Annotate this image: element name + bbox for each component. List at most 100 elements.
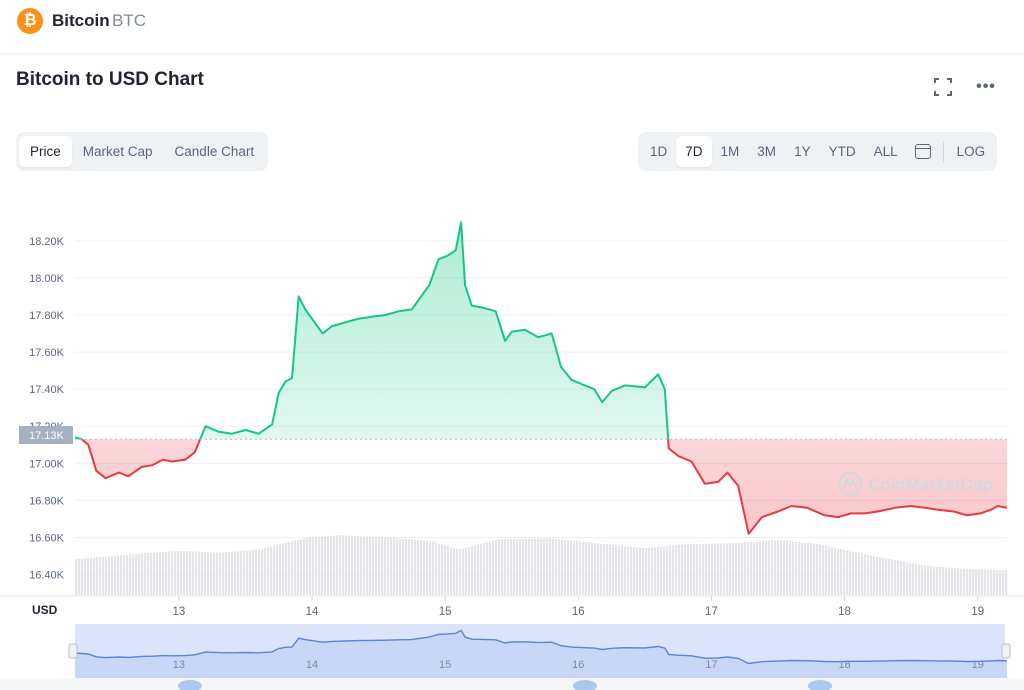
volume-bar	[840, 549, 843, 595]
range-7d[interactable]: 7D	[676, 136, 712, 167]
more-icon[interactable]: •••	[976, 78, 996, 95]
range-1d[interactable]: 1D	[650, 144, 668, 159]
volume-bar	[693, 544, 696, 595]
volume-bar	[549, 538, 552, 595]
volume-bar	[891, 559, 894, 595]
volume-bar	[126, 554, 129, 595]
volume-bar	[438, 543, 441, 595]
volume-bar	[207, 552, 210, 595]
range-navigator[interactable]: 13 14 15 16 17 18 19	[0, 622, 1024, 690]
tab-market-cap[interactable]: Market Cap	[82, 144, 153, 159]
volume-bar	[537, 538, 540, 595]
volume-bar	[786, 540, 789, 595]
volume-bar	[390, 537, 393, 595]
coin-name[interactable]: Bitcoin	[52, 11, 110, 30]
navigator-left-handle[interactable]	[68, 643, 78, 659]
range-divider	[942, 140, 944, 163]
volume-bar	[108, 556, 111, 595]
range-ytd[interactable]: YTD	[828, 144, 856, 159]
volume-bar	[774, 540, 777, 595]
volume-bar	[879, 557, 882, 595]
volume-bar	[345, 535, 348, 595]
volume-bar	[876, 556, 879, 595]
tab-candle-chart[interactable]: Candle Chart	[174, 144, 255, 159]
volume-bar	[198, 551, 201, 595]
volume-bar	[858, 553, 861, 595]
price-area	[75, 222, 1007, 534]
volume-bar	[408, 539, 411, 595]
nav-dot-3	[808, 680, 832, 690]
volume-bar	[186, 551, 189, 595]
volume-bar	[162, 552, 165, 595]
range-1m[interactable]: 1M	[720, 144, 740, 159]
volume-bar	[429, 541, 432, 595]
volume-bar	[165, 551, 168, 595]
volume-bar	[675, 545, 678, 595]
volume-bar	[600, 543, 603, 595]
volume-bar	[132, 554, 135, 595]
volume-bar	[459, 549, 462, 595]
y-tick-label: 16.40K	[29, 570, 65, 582]
volume-bar	[435, 542, 438, 595]
volume-bar	[357, 536, 360, 595]
volume-bar	[84, 558, 87, 595]
volume-bar	[501, 539, 504, 595]
price-chart[interactable]: CoinMarketCap 16.40K 16.60K 16.80K 17.00K 17…	[0, 190, 1024, 620]
range-3m[interactable]: 3M	[757, 144, 777, 159]
volume-bar	[816, 544, 819, 595]
volume-bar	[417, 540, 420, 595]
volume-bar	[735, 543, 738, 595]
volume-bar	[141, 553, 144, 595]
volume-bar	[273, 545, 276, 595]
volume-bar	[444, 545, 447, 595]
tab-price[interactable]: Price	[19, 136, 72, 167]
volume-bar	[414, 539, 417, 595]
volume-bar	[864, 554, 867, 595]
range-1y[interactable]: 1Y	[794, 144, 811, 159]
volume-bar	[234, 551, 237, 595]
volume-bar	[825, 545, 828, 595]
navigator-right-handle[interactable]	[1001, 643, 1011, 659]
volume-bar	[687, 544, 690, 595]
volume-bar	[933, 566, 936, 595]
volume-bar	[765, 540, 768, 595]
volume-bar	[780, 539, 783, 595]
volume-bar	[348, 535, 351, 595]
range-all[interactable]: ALL	[873, 144, 898, 159]
volume-bar	[870, 555, 873, 595]
calendar-icon[interactable]	[914, 144, 931, 159]
log-scale-toggle[interactable]: LOG	[956, 144, 986, 159]
volume-bar	[504, 539, 507, 595]
volume-bar	[393, 537, 396, 595]
volume-bar	[426, 541, 429, 595]
time-range-selector: 1D 7D 1M 3M 1Y YTD ALL LOG	[638, 132, 998, 171]
price-area-up	[75, 222, 1007, 440]
volume-bar	[570, 540, 573, 595]
volume-bar	[561, 539, 564, 595]
volume-bar	[384, 537, 387, 595]
volume-bar	[792, 541, 795, 595]
volume-bar	[183, 551, 186, 595]
y-tick-label: 17.60K	[29, 347, 65, 359]
volume-bar	[453, 547, 456, 595]
volume-bar	[237, 551, 240, 595]
navigator-tick-label: 16	[572, 659, 584, 671]
volume-bar	[321, 536, 324, 595]
volume-bar	[912, 563, 915, 595]
volume-bar	[138, 553, 141, 595]
chart-title: Bitcoin to USD Chart	[16, 69, 204, 90]
volume-bar	[123, 554, 126, 595]
volume-bar	[564, 539, 567, 595]
volume-bar	[696, 544, 699, 595]
volume-bar	[450, 547, 453, 595]
x-tick-label: 17	[705, 606, 718, 618]
volume-bars	[75, 535, 1008, 595]
volume-bar	[717, 543, 720, 595]
expand-icon[interactable]	[932, 76, 954, 98]
volume-bar	[243, 550, 246, 595]
volume-bar	[213, 552, 216, 595]
volume-bar	[1005, 570, 1008, 595]
volume-bar	[837, 548, 840, 595]
volume-bar	[663, 546, 666, 595]
volume-bar	[129, 554, 132, 595]
